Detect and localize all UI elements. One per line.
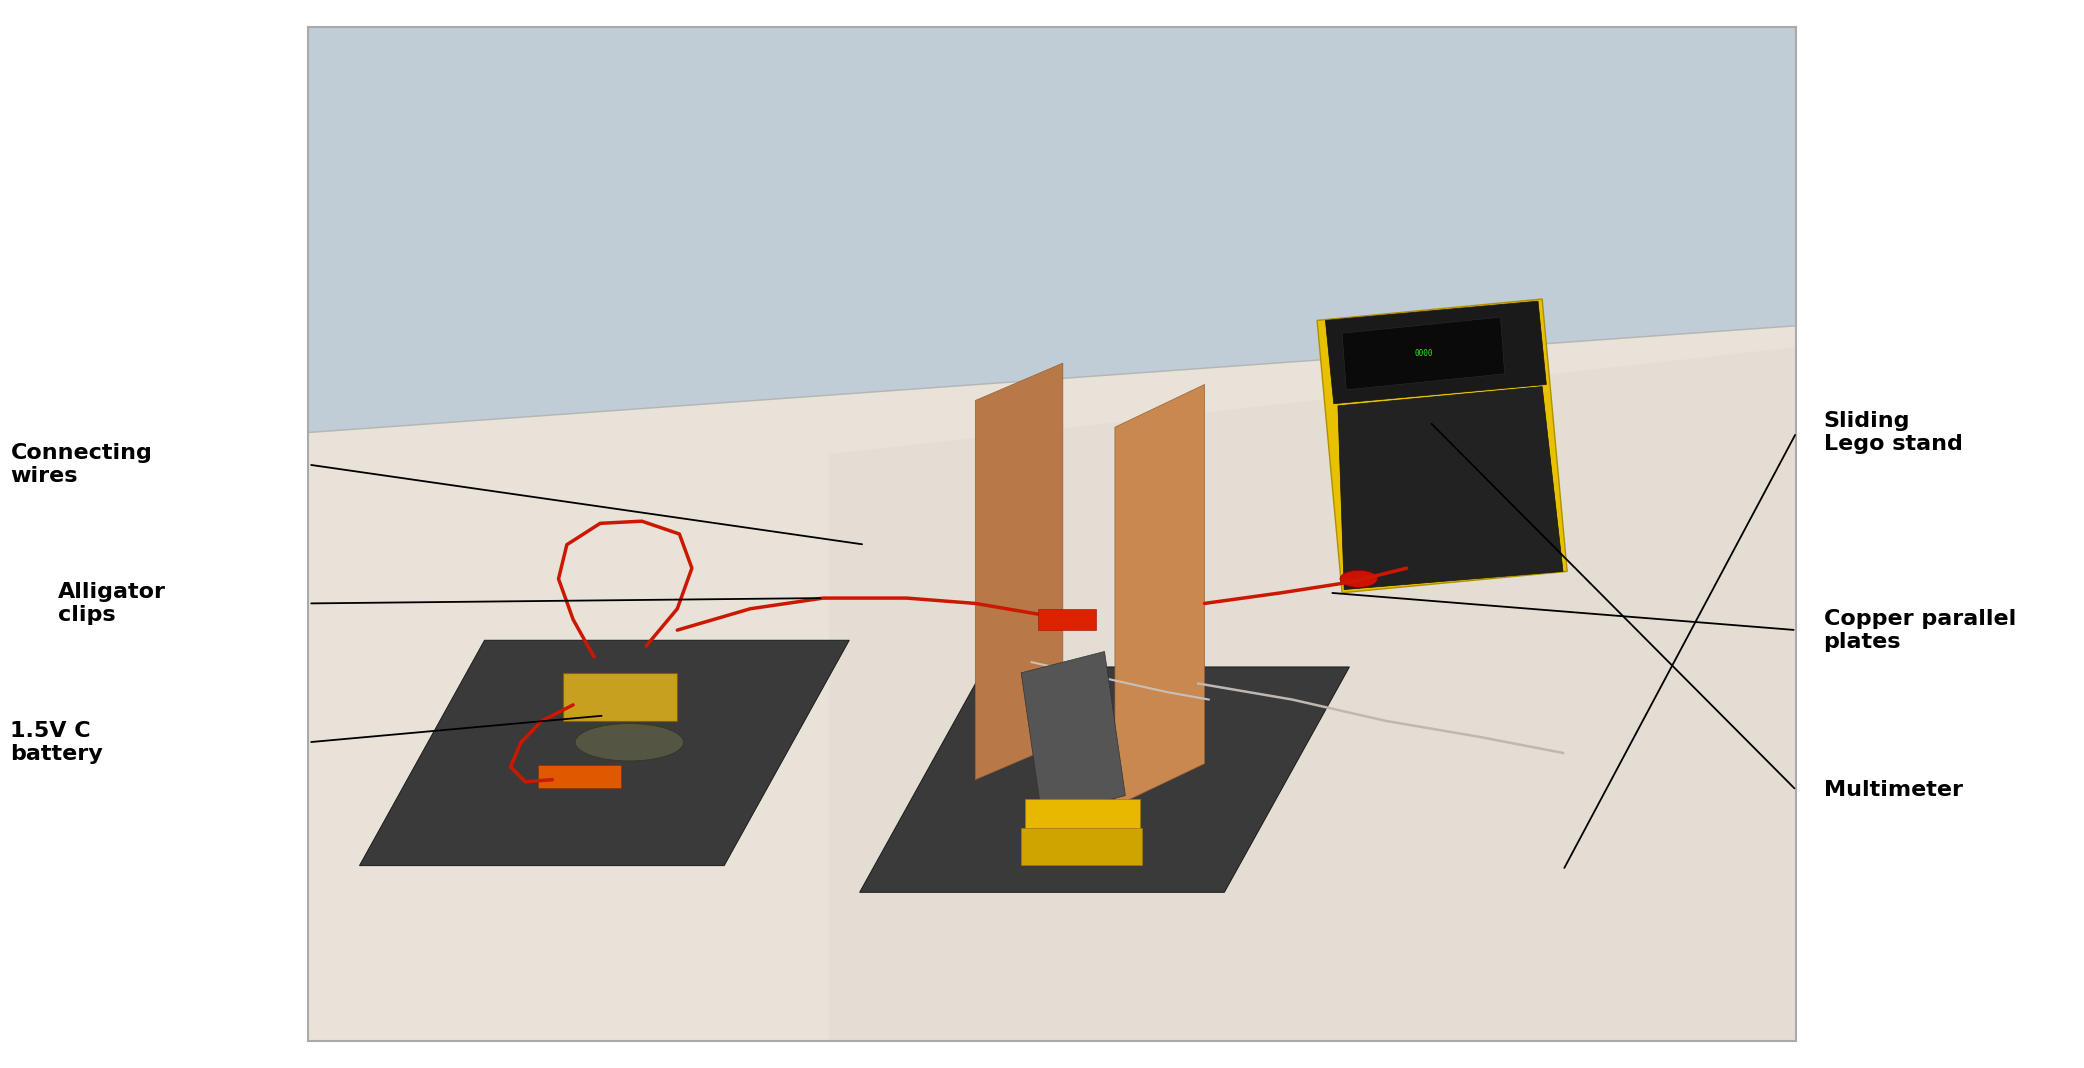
Polygon shape (308, 326, 1796, 1041)
Polygon shape (1021, 651, 1125, 817)
Polygon shape (829, 347, 1796, 1041)
Polygon shape (1325, 301, 1546, 404)
Polygon shape (1338, 387, 1563, 590)
Polygon shape (308, 27, 1796, 433)
Polygon shape (1115, 384, 1205, 806)
Polygon shape (563, 673, 677, 721)
Polygon shape (859, 666, 1350, 892)
Text: Alligator
clips: Alligator clips (58, 582, 167, 625)
FancyBboxPatch shape (538, 765, 621, 788)
Polygon shape (1317, 299, 1567, 593)
FancyBboxPatch shape (1038, 609, 1096, 630)
Polygon shape (1342, 317, 1505, 390)
Text: Sliding
Lego stand: Sliding Lego stand (1824, 411, 1963, 454)
Text: 1.5V C
battery: 1.5V C battery (10, 721, 104, 764)
Text: Copper parallel
plates: Copper parallel plates (1824, 609, 2015, 651)
FancyBboxPatch shape (1021, 828, 1142, 865)
Ellipse shape (575, 724, 684, 760)
Text: Multimeter: Multimeter (1824, 781, 1963, 800)
Text: 0000: 0000 (1415, 349, 1432, 358)
Polygon shape (358, 641, 848, 865)
Polygon shape (975, 363, 1063, 780)
Text: Connecting
wires: Connecting wires (10, 443, 152, 486)
FancyBboxPatch shape (1025, 799, 1140, 831)
Ellipse shape (1340, 570, 1378, 587)
